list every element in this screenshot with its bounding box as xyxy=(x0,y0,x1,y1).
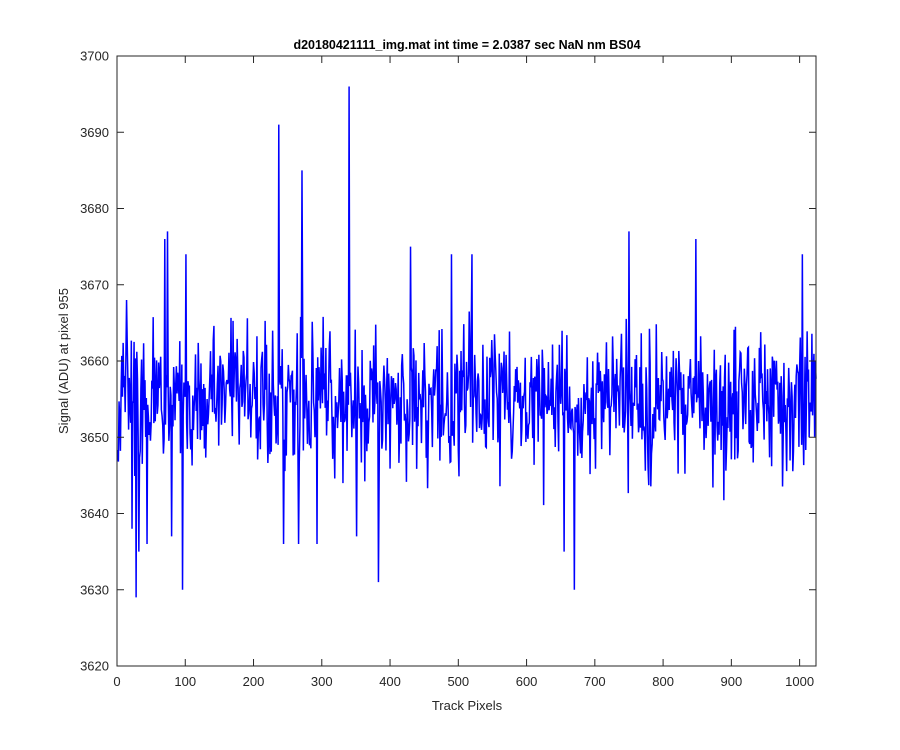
x-tick-label: 900 xyxy=(721,674,743,689)
x-tick-label: 100 xyxy=(174,674,196,689)
x-tick-label: 400 xyxy=(379,674,401,689)
x-tick-label: 700 xyxy=(584,674,606,689)
x-tick-label: 0 xyxy=(113,674,120,689)
series-line-0 xyxy=(116,86,817,598)
y-tick-label: 3660 xyxy=(80,354,109,369)
y-tick-label: 3630 xyxy=(80,582,109,597)
x-tick-label: 300 xyxy=(311,674,333,689)
x-tick-label: 500 xyxy=(447,674,469,689)
y-tick-label: 3670 xyxy=(80,277,109,292)
y-axis-label: Signal (ADU) at pixel 955 xyxy=(56,288,71,434)
x-tick-label: 800 xyxy=(652,674,674,689)
y-tick-label: 3650 xyxy=(80,430,109,445)
y-tick-label: 3700 xyxy=(80,49,109,64)
x-tick-label: 1000 xyxy=(785,674,814,689)
y-tick-label: 3640 xyxy=(80,506,109,521)
y-tick-label: 3680 xyxy=(80,201,109,216)
y-tick-label: 3620 xyxy=(80,659,109,674)
y-tick-label: 3690 xyxy=(80,125,109,140)
axes-background xyxy=(117,56,816,666)
plot-area: 0 100 200 300 400 500 600 700 800 900 1000 3620 3630… xyxy=(80,49,817,689)
chart-title: d20180421111_img.mat int time = 2.0387 s… xyxy=(293,38,640,52)
x-axis-label: Track Pixels xyxy=(432,698,503,713)
x-tick-label: 200 xyxy=(243,674,265,689)
x-tick-label: 600 xyxy=(516,674,538,689)
